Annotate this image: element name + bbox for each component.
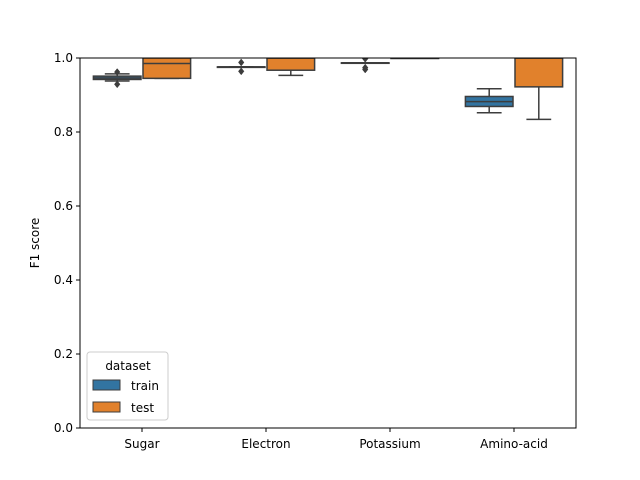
box-body xyxy=(514,58,564,88)
box-train-amino-acid xyxy=(464,87,514,114)
outlier-point xyxy=(238,58,245,67)
box-train-potassium xyxy=(340,58,390,74)
box-train-electron xyxy=(216,58,266,76)
boxes xyxy=(92,58,564,121)
outlier-point xyxy=(114,80,121,89)
outlier-point xyxy=(238,67,245,76)
legend-swatch-train xyxy=(92,379,121,391)
legend: dataset train test xyxy=(86,351,169,421)
y-tick-label: 0.0 xyxy=(54,421,73,435)
legend-title: dataset xyxy=(105,359,151,373)
legend-label-train: train xyxy=(131,379,159,393)
box-test-sugar xyxy=(142,58,192,80)
y-tick-label: 0.4 xyxy=(54,273,73,287)
y-tick-label: 0.6 xyxy=(54,199,73,213)
y-axis: 0.0 0.2 0.4 0.6 0.8 1.0 xyxy=(54,51,80,435)
box-train-sugar xyxy=(92,68,142,89)
box-test-electron xyxy=(266,58,316,77)
y-tick-label: 0.2 xyxy=(54,347,73,361)
outlier-point xyxy=(362,65,369,74)
box-body xyxy=(266,58,316,71)
axes-frame xyxy=(79,57,577,429)
x-tick-label: Sugar xyxy=(124,437,159,451)
outlier-point xyxy=(362,58,369,63)
y-tick-label: 1.0 xyxy=(54,51,73,65)
box-body xyxy=(142,58,192,80)
x-axis: Sugar Electron Potassium Amino-acid xyxy=(124,428,548,451)
x-tick-label: Potassium xyxy=(359,437,420,451)
legend-swatch-test xyxy=(92,401,121,413)
x-tick-label: Amino-acid xyxy=(480,437,548,451)
box-test-amino-acid xyxy=(514,58,564,121)
outlier-point xyxy=(114,68,121,76)
x-tick-label: Electron xyxy=(241,437,290,451)
legend-label-test: test xyxy=(131,401,154,415)
y-axis-label: F1 score xyxy=(28,218,42,269)
y-tick-label: 0.8 xyxy=(54,125,73,139)
